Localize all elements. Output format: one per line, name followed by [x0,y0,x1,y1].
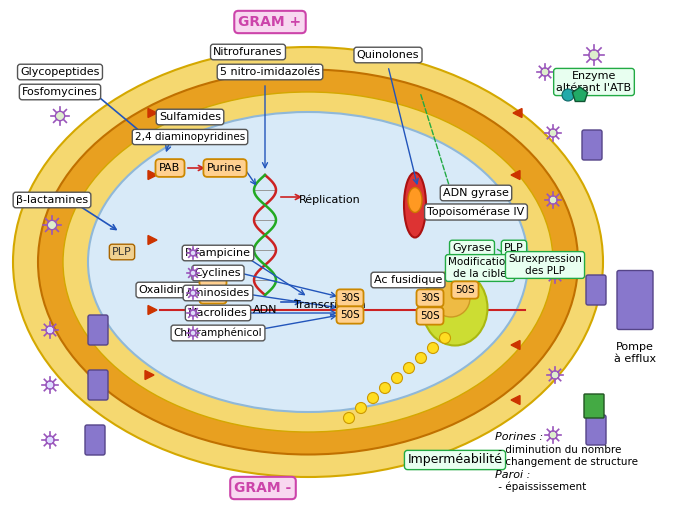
Polygon shape [148,170,157,180]
Ellipse shape [404,172,426,238]
Text: Topoisomérase IV: Topoisomérase IV [427,207,525,217]
FancyBboxPatch shape [584,394,604,418]
Circle shape [403,363,414,373]
Circle shape [356,403,367,413]
Circle shape [416,352,426,364]
Ellipse shape [422,270,488,345]
Circle shape [549,129,557,137]
Text: - épaississement: - épaississement [495,482,586,492]
FancyBboxPatch shape [88,315,108,345]
Circle shape [190,310,196,316]
Ellipse shape [408,187,422,212]
Text: Surexpression
des PLP: Surexpression des PLP [508,254,582,276]
Ellipse shape [38,69,578,455]
Text: PLP: PLP [504,243,524,253]
Text: Nitrofuranes: Nitrofuranes [213,47,282,57]
Circle shape [190,250,196,256]
Text: Imperméabilité: Imperméabilité [407,453,502,466]
Polygon shape [511,170,520,180]
FancyBboxPatch shape [586,415,606,445]
Text: GRAM +: GRAM + [238,15,301,29]
Text: Rifampicine: Rifampicine [185,248,251,258]
Circle shape [541,68,549,76]
Text: - changement de structure: - changement de structure [495,457,638,467]
Circle shape [46,436,54,444]
Ellipse shape [13,47,603,477]
Text: Porines :: Porines : [495,432,543,442]
Polygon shape [145,370,154,380]
Circle shape [367,392,378,404]
Text: GRAM -: GRAM - [234,481,291,495]
Circle shape [562,89,574,101]
Polygon shape [511,396,520,404]
Circle shape [551,371,559,379]
Polygon shape [513,109,522,117]
Circle shape [549,196,557,204]
Text: 50S: 50S [420,311,440,321]
Circle shape [46,326,54,334]
Text: Modification
de la cible: Modification de la cible [448,257,512,279]
Text: PLP: PLP [112,247,132,257]
FancyBboxPatch shape [617,270,653,329]
Text: ADN gyrase: ADN gyrase [443,188,509,198]
Text: 50S: 50S [340,310,360,320]
Polygon shape [148,306,157,314]
Text: 50S: 50S [203,290,223,300]
Text: 50S: 50S [455,285,475,295]
FancyBboxPatch shape [88,370,108,400]
Circle shape [344,412,354,424]
Polygon shape [509,246,518,254]
Text: Chloramphénicol: Chloramphénicol [174,328,262,338]
Text: Gyrase: Gyrase [452,243,492,253]
Circle shape [190,290,196,296]
Circle shape [55,111,65,121]
Circle shape [46,381,54,389]
Circle shape [549,431,557,439]
FancyBboxPatch shape [582,130,602,160]
Ellipse shape [432,279,470,317]
Text: 2,4 diaminopyridines: 2,4 diaminopyridines [135,132,245,142]
Circle shape [48,220,56,230]
Ellipse shape [88,112,528,412]
Circle shape [439,332,450,344]
Text: Quinolones: Quinolones [356,50,419,60]
Text: Réplication: Réplication [299,195,361,205]
Circle shape [392,372,403,384]
Text: Macrolides: Macrolides [188,308,248,318]
Text: Pompe
à efflux: Pompe à efflux [614,342,656,364]
Circle shape [551,271,559,279]
Text: Purine: Purine [207,163,242,173]
Text: Sulfamides: Sulfamides [159,112,221,122]
Text: Cyclines: Cyclines [195,268,241,278]
Polygon shape [572,87,587,102]
Text: - diminution du nombre: - diminution du nombre [495,445,621,455]
Ellipse shape [63,92,553,432]
Circle shape [589,50,599,60]
Text: PAB: PAB [160,163,181,173]
Text: Enzyme
altérant l'ATB: Enzyme altérant l'ATB [556,71,631,93]
Polygon shape [511,341,520,349]
Circle shape [190,270,196,276]
Polygon shape [148,235,157,245]
Circle shape [428,343,439,353]
Text: 30S: 30S [340,293,360,303]
FancyBboxPatch shape [586,275,606,305]
Text: 30S: 30S [203,273,223,283]
Text: Transcription: Transcription [294,300,366,310]
Circle shape [190,330,196,336]
Circle shape [380,383,390,393]
Text: Glycopeptides: Glycopeptides [20,67,100,77]
Text: Oxalidinones: Oxalidinones [139,285,211,295]
FancyBboxPatch shape [85,425,105,455]
Text: Fosfomycines: Fosfomycines [22,87,98,97]
Text: β-lactamines: β-lactamines [16,195,88,205]
Text: 5 nitro-imidazolés: 5 nitro-imidazolés [220,67,320,77]
Polygon shape [148,109,157,117]
Text: Aminosides: Aminosides [186,288,250,298]
Text: Paroi :: Paroi : [495,470,530,480]
Text: ADN: ADN [253,305,277,315]
Text: Ac fusidique: Ac fusidique [374,275,442,285]
Text: 30S: 30S [420,293,440,303]
